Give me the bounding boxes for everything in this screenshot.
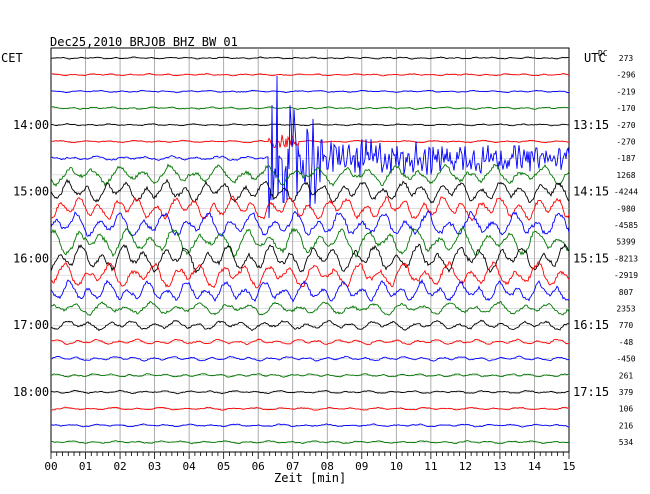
- x-tick-label: 00: [44, 460, 57, 473]
- offset-label: -8213: [614, 254, 638, 263]
- offset-labels: 273 -296 -219 -170 -270 -270 -187 1268 -4244 -980…: [614, 54, 638, 447]
- offset-label: 770: [619, 321, 634, 330]
- trace-line: [50, 389, 570, 395]
- x-tick-label: 10: [390, 460, 403, 473]
- trace-line: [50, 355, 570, 362]
- offset-label: -170: [616, 104, 635, 113]
- x-tick-label: 15: [562, 460, 575, 473]
- offset-label: 216: [619, 421, 634, 430]
- trace-line: [50, 75, 570, 219]
- trace-line: [50, 210, 570, 237]
- x-tick-label: 01: [79, 460, 92, 473]
- x-tick-label: 06: [252, 460, 265, 473]
- x-tick-label: 05: [217, 460, 230, 473]
- trace-line: [50, 440, 570, 445]
- offset-label: 106: [619, 405, 634, 414]
- utc-hour-label: 13:15: [573, 118, 609, 132]
- trace-line: [50, 319, 570, 332]
- chart-title: Dec25,2010 BRJOB BHZ BW 01: [50, 35, 238, 49]
- offset-label: 5399: [616, 238, 635, 247]
- utc-hour-label: 16:15: [573, 318, 609, 332]
- x-tick-label: 08: [321, 460, 334, 473]
- x-tick-label: 11: [424, 460, 437, 473]
- offset-label: -980: [616, 204, 635, 213]
- offset-label: -4244: [614, 188, 638, 197]
- offset-label: 261: [619, 371, 634, 380]
- offset-label: -187: [616, 154, 635, 163]
- trace-line: [50, 406, 570, 411]
- x-tick-label: 03: [148, 460, 161, 473]
- cet-hour-label: 17:00: [13, 318, 49, 332]
- trace-line: [50, 163, 570, 187]
- offset-label: -48: [619, 338, 634, 347]
- trace-line: [51, 123, 570, 127]
- trace-line: [51, 423, 569, 428]
- x-axis: 00 01 02 03 04 05 06 07 08 09 10 11 12 13 14 15: [44, 452, 576, 473]
- x-tick-label: 14: [528, 460, 542, 473]
- cet-hour-label: 15:00: [13, 185, 49, 199]
- offset-label: 807: [619, 288, 634, 297]
- seismic-traces: [50, 56, 570, 445]
- offset-label: -219: [616, 87, 635, 96]
- trace-line: [50, 134, 570, 149]
- trace-line: [50, 278, 570, 303]
- cet-hour-label: 16:00: [13, 251, 49, 265]
- trace-line: [50, 178, 570, 204]
- trace-line: [50, 89, 569, 94]
- utc-hour-label: 14:15: [573, 185, 609, 199]
- x-tick-label: 04: [183, 460, 197, 473]
- x-tick-label: 07: [286, 460, 299, 473]
- offset-header: DC: [598, 49, 608, 58]
- utc-hour-label: 15:15: [573, 251, 609, 265]
- trace-line: [50, 261, 570, 289]
- trace-line: [50, 243, 570, 274]
- offset-label: 2353: [616, 305, 635, 314]
- trace-line: [50, 56, 569, 60]
- x-tick-label: 09: [355, 460, 368, 473]
- offset-label: 379: [619, 388, 634, 397]
- x-tick-label: 02: [113, 460, 126, 473]
- offset-label: -296: [616, 71, 635, 80]
- x-tick-label: 13: [493, 460, 506, 473]
- x-tick-label: 12: [459, 460, 472, 473]
- trace-line: [50, 338, 570, 346]
- offset-label: -450: [616, 355, 635, 364]
- offset-label: 534: [619, 438, 634, 447]
- offset-label: 273: [619, 54, 634, 63]
- offset-label: -2919: [614, 271, 638, 280]
- trace-line: [50, 226, 570, 258]
- cet-hour-label: 14:00: [13, 118, 49, 132]
- offset-label: -4585: [614, 221, 638, 230]
- right-timezone-label: UTC: [584, 51, 606, 65]
- utc-hour-label: 17:15: [573, 385, 609, 399]
- offset-label: -270: [616, 138, 635, 147]
- trace-line: [50, 300, 570, 317]
- left-timezone-label: CET: [1, 51, 23, 65]
- x-axis-label: Zeit [min]: [274, 471, 346, 485]
- hour-labels: 14:00 13:15 15:00 14:15 16:00 15:15 17:00 16:15…: [13, 118, 609, 399]
- cet-hour-label: 18:00: [13, 385, 49, 399]
- offset-label: 1268: [616, 171, 635, 180]
- trace-line: [50, 372, 570, 378]
- trace-line: [50, 195, 570, 222]
- offset-label: -270: [616, 121, 635, 130]
- trace-line: [50, 106, 570, 111]
- trace-line: [50, 73, 570, 77]
